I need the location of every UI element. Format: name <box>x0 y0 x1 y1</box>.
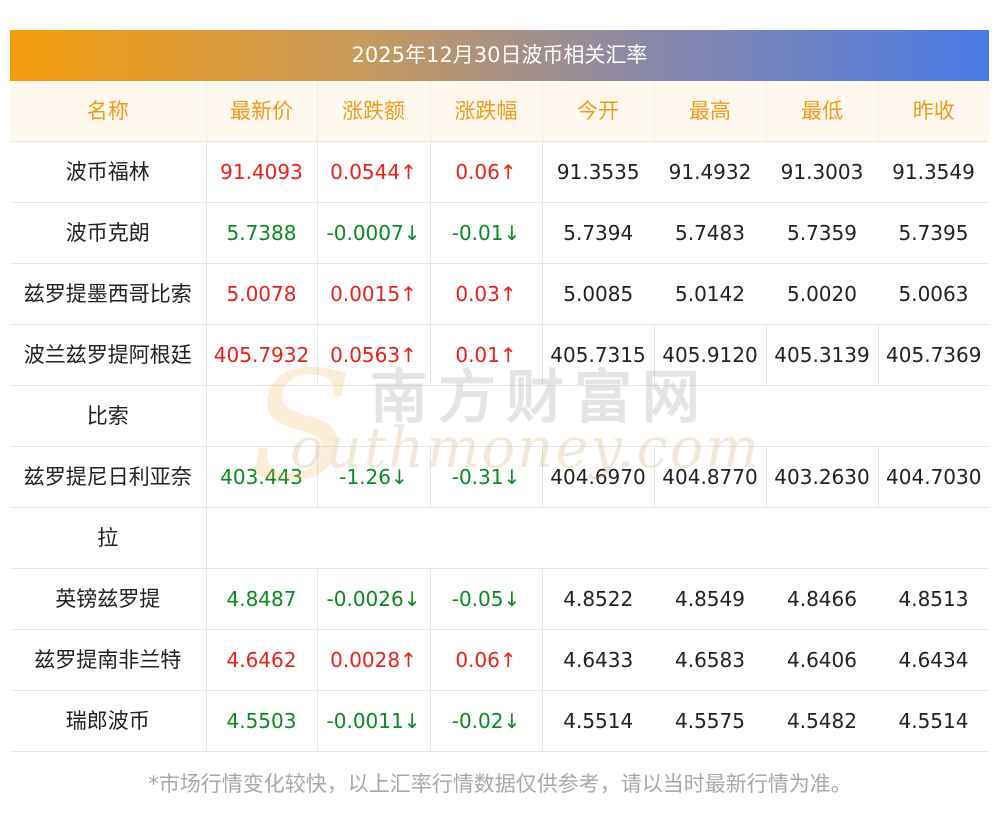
row-low: 405.3139 <box>766 324 879 386</box>
row-high: 405.9120 <box>654 324 767 386</box>
row-open: 5.7394 <box>542 202 654 264</box>
row-low: 91.3003 <box>766 141 878 203</box>
table-row: 兹罗提南非兰特 4.6462 0.0028↑ 0.06↑ 4.6433 4.65… <box>10 629 989 691</box>
table-row: 波币福林 91.4093 0.0544↑ 0.06↑ 91.3535 91.49… <box>10 141 989 203</box>
row-change: -1.26↓ <box>317 446 431 508</box>
row-name-line2: 比索 <box>10 385 207 447</box>
header-pct: 涨跌幅 <box>430 81 543 142</box>
row-name: 兹罗提南非兰特 <box>10 629 207 691</box>
row-pct: 0.06↑ <box>430 629 543 691</box>
row-high: 404.8770 <box>654 446 767 508</box>
row-latest: 4.8487 <box>206 568 318 630</box>
table-row: 瑞郎波币 4.5503 -0.0011↓ -0.02↓ 4.5514 4.557… <box>10 690 989 752</box>
row-open: 4.5514 <box>542 690 654 752</box>
footnote: *市场行情变化较快，以上汇率行情数据仅供参考，请以当时最新行情为准。 <box>148 772 852 796</box>
row-pct: 0.01↑ <box>430 324 543 386</box>
table-row: 兹罗提墨西哥比索 5.0078 0.0015↑ 0.03↑ 5.0085 5.0… <box>10 263 989 325</box>
row-prev: 4.5514 <box>878 690 989 752</box>
row-change: 0.0028↑ <box>317 629 431 691</box>
header-open: 今开 <box>542 81 655 142</box>
row-blank <box>206 507 989 569</box>
row-pct: 0.06↑ <box>430 141 543 203</box>
row-change: -0.0011↓ <box>317 690 431 752</box>
rate-table: 名称 最新价 涨跌额 涨跌幅 今开 最高 最低 昨收 波币福林 91.4093 … <box>10 81 989 752</box>
row-prev: 5.0063 <box>878 263 989 325</box>
row-blank <box>206 385 989 447</box>
row-open: 5.0085 <box>542 263 654 325</box>
row-prev: 405.7369 <box>878 324 989 386</box>
row-latest: 5.0078 <box>206 263 318 325</box>
row-prev: 404.7030 <box>878 446 989 508</box>
row-low: 5.7359 <box>766 202 878 264</box>
row-name-line1: 兹罗提尼日利亚奈 <box>10 446 207 508</box>
row-name-line2: 拉 <box>10 507 207 569</box>
row-latest: 403.443 <box>206 446 318 508</box>
row-name: 波币克朗 <box>10 202 207 264</box>
header-latest: 最新价 <box>206 81 318 142</box>
row-prev: 4.6434 <box>878 629 989 691</box>
row-low: 4.8466 <box>766 568 878 630</box>
row-change: -0.0026↓ <box>317 568 431 630</box>
row-prev: 5.7395 <box>878 202 989 264</box>
row-high: 4.5575 <box>654 690 766 752</box>
row-open: 404.6970 <box>542 446 655 508</box>
table-row: 波币克朗 5.7388 -0.0007↓ -0.01↓ 5.7394 5.748… <box>10 202 989 264</box>
row-name: 波币福林 <box>10 141 207 203</box>
row-pct: -0.02↓ <box>430 690 543 752</box>
row-low: 403.2630 <box>766 446 879 508</box>
header-row: 名称 最新价 涨跌额 涨跌幅 今开 最高 最低 昨收 <box>10 81 989 142</box>
row-change: 0.0544↑ <box>317 141 431 203</box>
header-high: 最高 <box>654 81 767 142</box>
header-change: 涨跌额 <box>317 81 431 142</box>
row-low: 4.6406 <box>766 629 878 691</box>
row-latest: 4.6462 <box>206 629 318 691</box>
row-name-line1: 波兰兹罗提阿根廷 <box>10 324 207 386</box>
row-change: 0.0563↑ <box>317 324 431 386</box>
header-prev: 昨收 <box>878 81 989 142</box>
row-low: 4.5482 <box>766 690 878 752</box>
row-name: 瑞郎波币 <box>10 690 207 752</box>
row-pct: -0.31↓ <box>430 446 543 508</box>
row-open: 91.3535 <box>542 141 654 203</box>
row-open: 4.8522 <box>542 568 654 630</box>
row-latest: 91.4093 <box>206 141 318 203</box>
row-change: -0.0007↓ <box>317 202 431 264</box>
row-high: 5.7483 <box>654 202 766 264</box>
table-row: 英镑兹罗提 4.8487 -0.0026↓ -0.05↓ 4.8522 4.85… <box>10 568 989 630</box>
row-open: 4.6433 <box>542 629 654 691</box>
row-latest: 4.5503 <box>206 690 318 752</box>
row-pct: 0.03↑ <box>430 263 543 325</box>
table-row: 兹罗提尼日利亚奈 403.443 -1.26↓ -0.31↓ 404.6970 … <box>10 446 989 508</box>
header-low: 最低 <box>766 81 879 142</box>
row-high: 91.4932 <box>654 141 766 203</box>
header-name: 名称 <box>10 81 207 142</box>
row-change: 0.0015↑ <box>317 263 431 325</box>
row-high: 4.8549 <box>654 568 766 630</box>
table-row: 波兰兹罗提阿根廷 405.7932 0.0563↑ 0.01↑ 405.7315… <box>10 324 989 386</box>
row-low: 5.0020 <box>766 263 878 325</box>
row-high: 5.0142 <box>654 263 766 325</box>
row-name: 英镑兹罗提 <box>10 568 207 630</box>
row-prev: 91.3549 <box>878 141 989 203</box>
row-high: 4.6583 <box>654 629 766 691</box>
row-pct: -0.01↓ <box>430 202 543 264</box>
rate-table-container: 2025年12月30日波币相关汇率 名称 最新价 涨跌额 涨跌幅 今开 最高 最… <box>10 30 989 752</box>
row-open: 405.7315 <box>542 324 655 386</box>
row-name: 兹罗提墨西哥比索 <box>10 263 207 325</box>
row-pct: -0.05↓ <box>430 568 543 630</box>
table-row-continuation: 拉 <box>10 507 989 569</box>
table-title: 2025年12月30日波币相关汇率 <box>10 30 989 81</box>
row-latest: 405.7932 <box>206 324 318 386</box>
table-row-continuation: 比索 <box>10 385 989 447</box>
row-prev: 4.8513 <box>878 568 989 630</box>
row-latest: 5.7388 <box>206 202 318 264</box>
